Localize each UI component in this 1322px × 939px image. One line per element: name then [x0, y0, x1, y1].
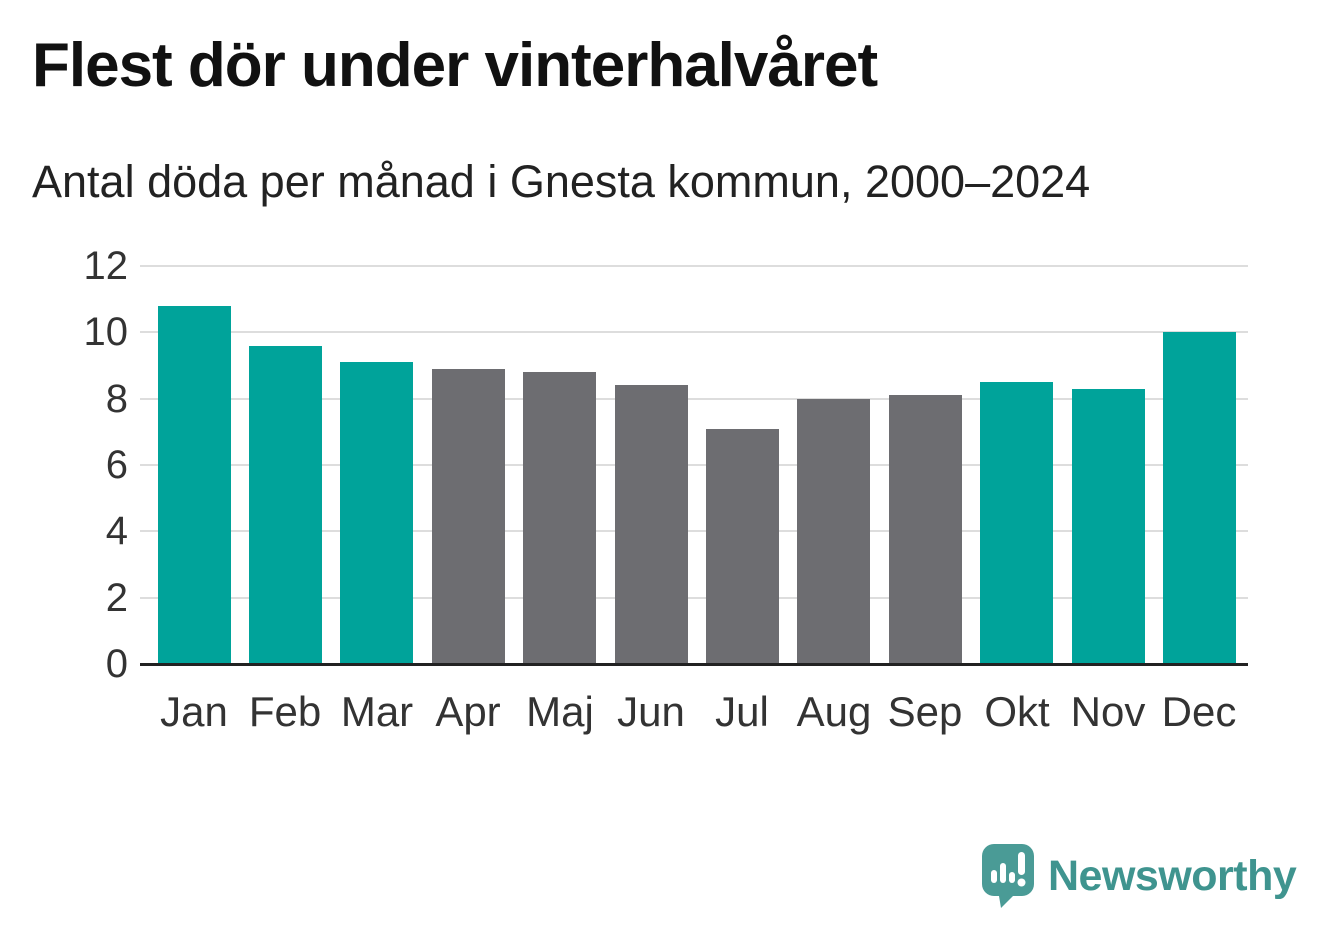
- x-axis-tick-label-jun: Jun: [617, 688, 685, 735]
- y-axis-tick-label-0: 0: [105, 642, 128, 686]
- bar-okt: [980, 382, 1053, 664]
- newsworthy-logo-text: Newsworthy: [1048, 851, 1297, 900]
- bar-nov: [1072, 389, 1145, 664]
- bar-aug: [797, 399, 870, 664]
- bar-maj: [523, 372, 596, 664]
- x-axis-tick-label-feb: Feb: [248, 688, 322, 735]
- x-axis-tick-label-maj: Maj: [526, 688, 594, 735]
- x-axis-baseline: [140, 663, 1248, 666]
- gridline-y-4: [140, 530, 1248, 532]
- newsworthy-logo-icon: [982, 844, 1034, 908]
- newsworthy-brand: Newsworthy: [982, 844, 1297, 908]
- bar-apr: [432, 369, 505, 664]
- bar-jul: [706, 429, 779, 664]
- x-axis-tick-label-jul: Jul: [715, 688, 769, 735]
- x-axis-tick-label-apr: Apr: [435, 688, 501, 735]
- chart-title: Flest dör under vinterhalvåret: [32, 31, 878, 100]
- y-axis-tick-label-10: 10: [83, 310, 129, 354]
- gridline-y-12: [140, 265, 1248, 267]
- gridline-y-6: [140, 464, 1248, 466]
- chart-subtitle: Antal döda per månad i Gnesta kommun, 20…: [32, 156, 1091, 207]
- y-axis-tick-label-4: 4: [105, 509, 128, 553]
- y-axis-tick-label-2: 2: [105, 576, 128, 620]
- gridline-y-2: [140, 597, 1248, 599]
- x-axis-tick-label-jan: Jan: [160, 688, 228, 735]
- bar-dec: [1163, 332, 1236, 664]
- y-axis-tick-label-6: 6: [105, 443, 128, 487]
- x-axis-tick-label-sep: Sep: [887, 688, 963, 735]
- bar-jan: [158, 306, 231, 664]
- x-axis-tick-label-nov: Nov: [1070, 688, 1146, 735]
- gridline-y-8: [140, 398, 1248, 400]
- gridline-y-10: [140, 331, 1248, 333]
- y-axis-tick-label-8: 8: [105, 377, 128, 421]
- x-axis-tick-label-mar: Mar: [340, 688, 414, 735]
- bar-sep: [889, 395, 962, 664]
- bar-mar: [340, 362, 413, 664]
- bar-jun: [615, 385, 688, 664]
- x-axis-tick-label-aug: Aug: [796, 688, 872, 735]
- y-axis-tick-label-12: 12: [83, 244, 129, 288]
- bar-feb: [249, 346, 322, 664]
- x-axis-tick-label-dec: Dec: [1161, 688, 1237, 735]
- x-axis-tick-label-okt: Okt: [984, 688, 1050, 735]
